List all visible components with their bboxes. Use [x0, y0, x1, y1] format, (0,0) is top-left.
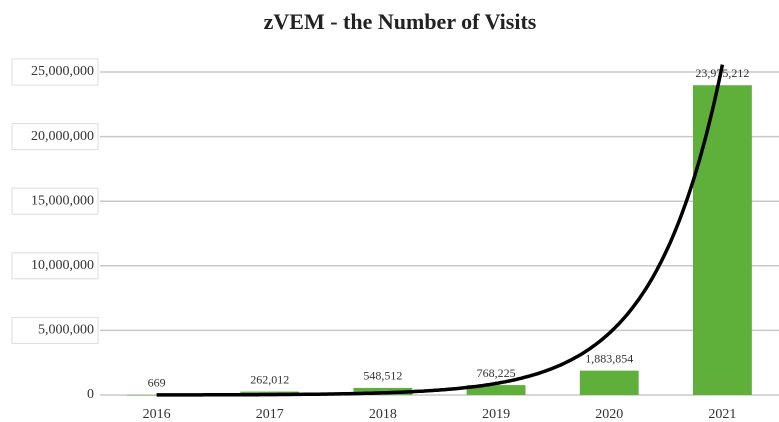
y-tick-label: 25,000,000 [31, 64, 94, 79]
y-tick-label: 0 [87, 387, 94, 402]
y-tick-label: 15,000,000 [31, 193, 94, 208]
trendline [156, 64, 725, 397]
x-tick-label: 2020 [595, 407, 623, 422]
y-tick-label: 5,000,000 [38, 323, 94, 338]
x-tick-label: 2016 [143, 407, 171, 422]
x-tick-label: 2018 [369, 407, 397, 422]
x-tick-label: 2019 [482, 407, 510, 422]
y-tick-box [11, 58, 99, 86]
bar [579, 370, 639, 395]
value-label: 768,225 [477, 366, 516, 380]
chart-title: zVEM - the Number of Visits [264, 9, 537, 34]
x-tick-label: 2017 [256, 407, 284, 422]
y-tick-label: 10,000,000 [31, 258, 94, 273]
value-label: 1,883,854 [585, 351, 633, 365]
bar [127, 394, 187, 396]
y-tick-box [11, 316, 99, 344]
value-label: 669 [148, 376, 166, 390]
x-tick-label: 2021 [708, 407, 736, 422]
bar [466, 385, 526, 395]
y-tick-label: 20,000,000 [31, 129, 94, 144]
y-tick-box [11, 252, 99, 280]
bar [692, 85, 752, 395]
value-label: 548,512 [363, 369, 402, 383]
value-label: 262,012 [250, 372, 289, 386]
y-tick-box [11, 123, 99, 151]
y-tick-box [11, 187, 99, 215]
